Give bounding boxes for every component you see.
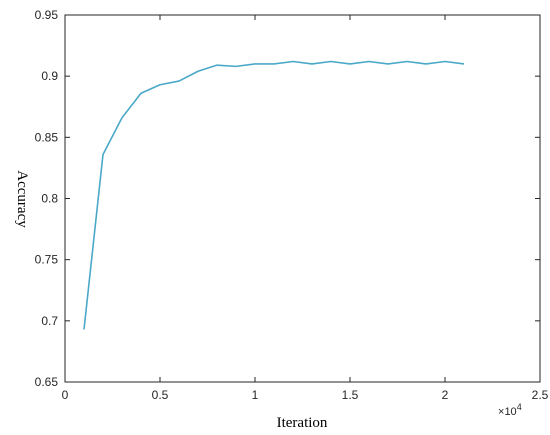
y-tick-label: 0.85 [35,130,59,144]
x-tick-label: 1 [252,388,259,402]
y-tick-label: 0.65 [35,375,59,389]
x-tick-label: 2 [442,388,449,402]
x-tick-label: 0.5 [152,388,169,402]
y-tick-label: 0.95 [35,8,59,22]
y-tick-label: 0.7 [41,314,58,328]
y-axis-title: Accuracy [14,170,30,228]
x-tick-label: 1.5 [342,388,359,402]
y-tick-label: 0.75 [35,253,59,267]
x-scale-times: × [498,406,504,418]
series-layer [83,60,465,330]
y-tick-label: 0.8 [41,192,58,206]
y-axis-ticks: 0.65 0.7 0.75 0.8 0.85 0.9 0.95 [35,8,540,389]
y-tick-label: 0.9 [41,69,58,83]
x-scale-base: 10 [504,406,516,418]
x-tick-label: 0 [62,388,69,402]
x-axis-ticks: 0 0.5 1 1.5 2 2.5 [62,15,549,402]
x-axis-title: Iteration [277,415,328,431]
x-axis-scale-factor: ×104 [498,402,522,418]
accuracy-series-line [83,60,465,330]
plot-frame [64,14,541,383]
x-scale-exponent: 4 [517,402,522,412]
x-tick-label: 2.5 [532,388,549,402]
